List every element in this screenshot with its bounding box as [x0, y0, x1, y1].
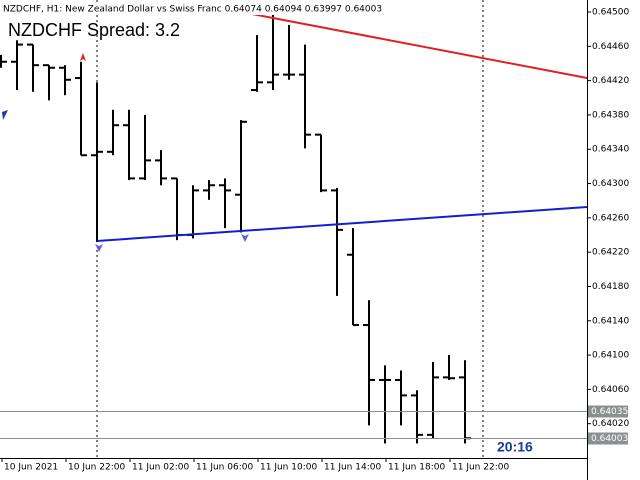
x-tick-label: 11 Jun 18:00	[388, 463, 445, 473]
y-tick-label: 0.64500	[592, 8, 629, 18]
y-tick-label: 0.64420	[592, 76, 629, 86]
plot	[0, 13, 471, 444]
y-tick-label: 0.64460	[592, 42, 629, 52]
y-tick-label: 0.64180	[592, 282, 629, 292]
header-bg	[0, 2, 360, 15]
fractal-arrow	[80, 53, 86, 61]
fractal-arrow	[2, 110, 8, 120]
y-tick-label: 0.64340	[592, 145, 629, 155]
y-tick-label: 0.64300	[592, 179, 629, 189]
x-tick-label: 11 Jun 22:00	[452, 463, 509, 473]
price-label-bg	[588, 405, 628, 418]
header-text: NZDCHF, H1: New Zealand Dollar vs Swiss …	[3, 5, 382, 15]
price-label: 0.64035	[591, 407, 628, 417]
x-tick-label: 11 Jun 10:00	[260, 463, 317, 473]
trend-line	[204, 4, 588, 79]
x-tick-label: 10 Jun 2021	[4, 463, 58, 473]
y-tick-label: 0.64260	[592, 213, 629, 223]
x-tick-label: 11 Jun 02:00	[132, 463, 189, 473]
y-tick-label: 0.64140	[592, 316, 629, 326]
fractal-arrow	[95, 244, 103, 252]
y-tick-label: 0.64380	[592, 110, 629, 120]
y-tick-label: 0.64020	[592, 419, 629, 429]
spread-label: NZDCHF Spread: 3.2	[8, 20, 180, 40]
x-tick-label: 11 Jun 06:00	[196, 463, 253, 473]
x-tick-label: 11 Jun 14:00	[324, 463, 381, 473]
y-tick-label: 0.64220	[592, 248, 629, 258]
price-label: 0.64003	[591, 434, 628, 444]
price-label-bg	[588, 432, 628, 445]
trend-line	[96, 206, 588, 242]
bar-timer: 20:16	[497, 439, 533, 455]
fractal-arrow	[241, 234, 249, 242]
x-tick-label: 10 Jun 22:00	[68, 463, 125, 473]
y-tick-label: 0.64060	[592, 385, 629, 395]
y-tick-label: 0.64100	[592, 351, 629, 361]
